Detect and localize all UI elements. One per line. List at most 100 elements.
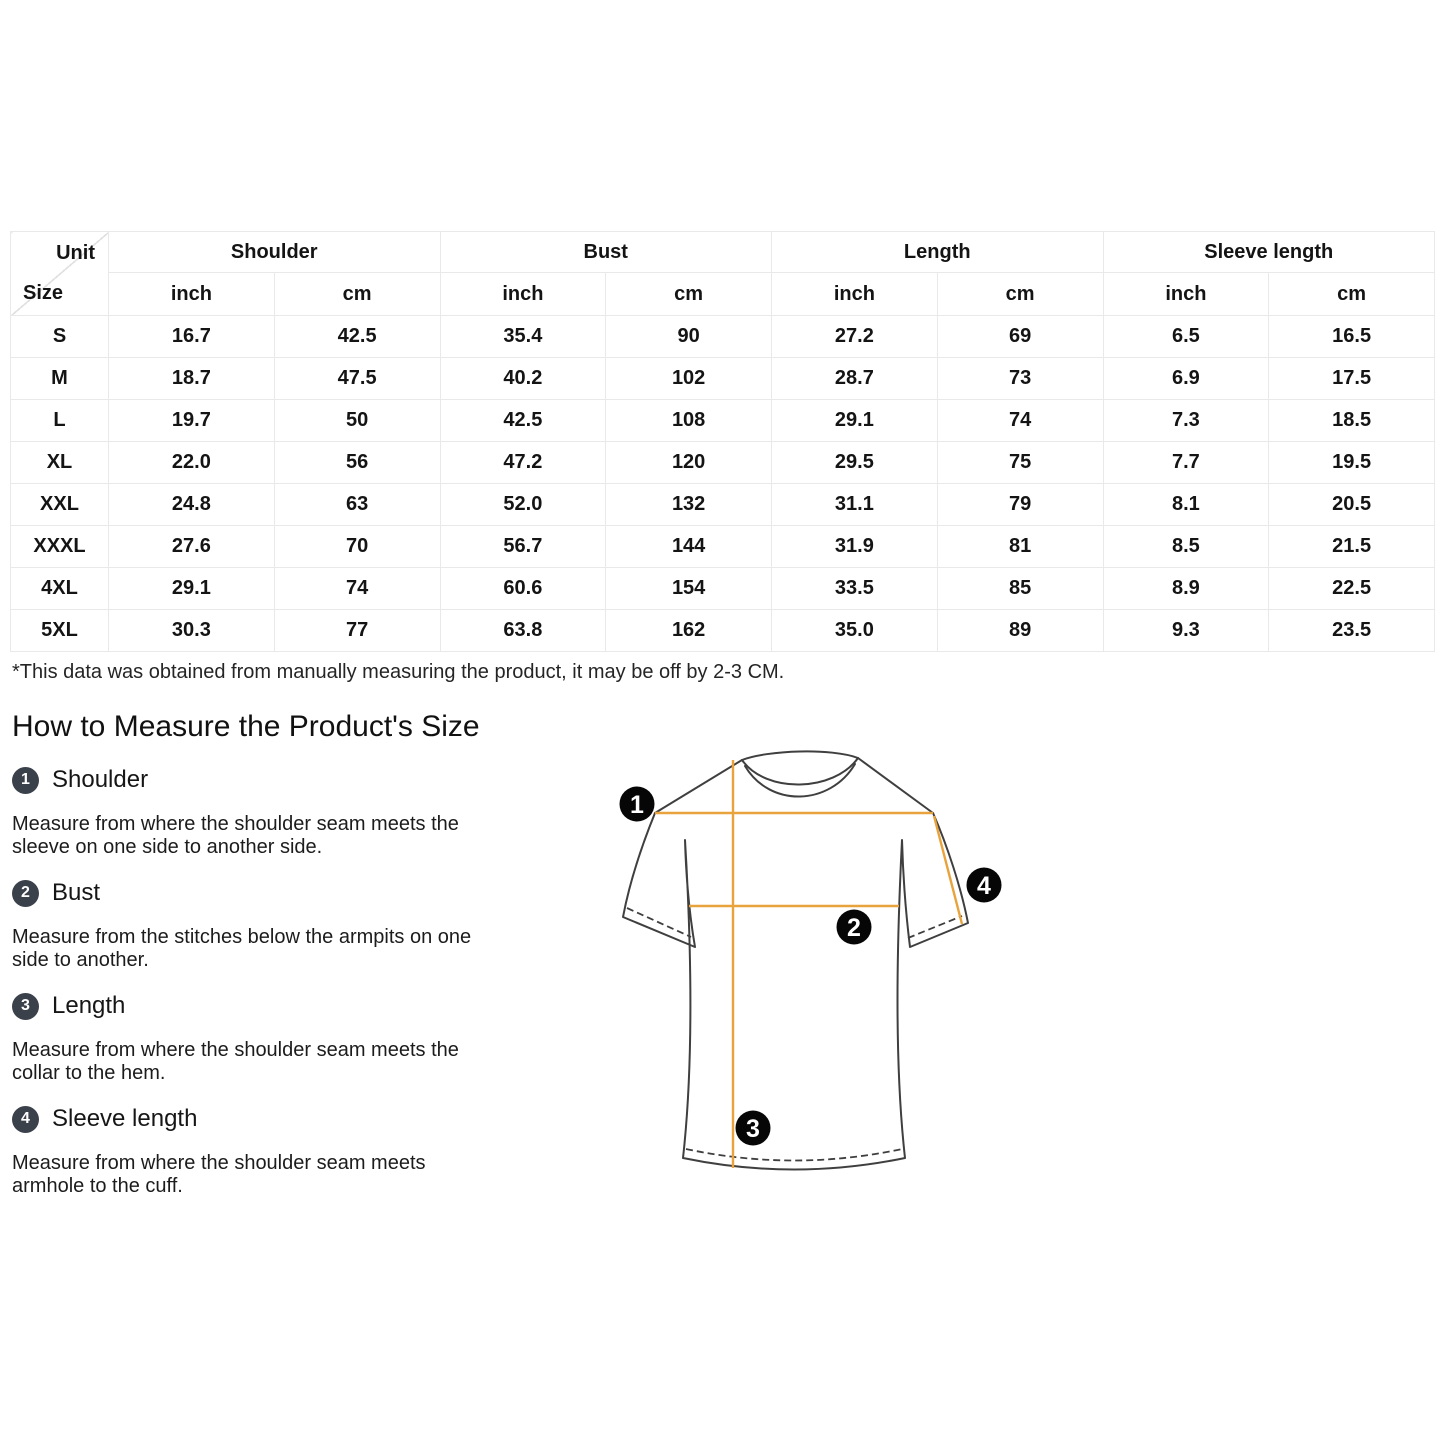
marker-1-number: 1 bbox=[630, 791, 644, 819]
unit-header-inch: inch bbox=[439, 272, 607, 316]
cell: 27.2 bbox=[771, 315, 938, 358]
corner-size-label: Size bbox=[23, 282, 64, 304]
cell: 19.5 bbox=[1268, 441, 1435, 484]
size-label: XL bbox=[10, 441, 109, 484]
marker-4-number: 4 bbox=[977, 872, 991, 900]
cell: 56 bbox=[273, 441, 441, 484]
cell: 154 bbox=[605, 567, 772, 610]
step-length: 3 Length Measure from where the shoulder… bbox=[12, 992, 494, 1085]
sleeve-measure-line bbox=[932, 815, 964, 925]
step-3-badge-icon: 3 bbox=[12, 992, 39, 1020]
cell: 20.5 bbox=[1268, 483, 1435, 526]
cell: 28.7 bbox=[771, 357, 938, 400]
size-row-5xl: 5XL 30.3 77 63.8 162 35.0 89 9.3 23.5 bbox=[10, 609, 1435, 652]
cell: 6.9 bbox=[1102, 357, 1270, 400]
step-sleeve-length: 4 Sleeve length Measure from where the s… bbox=[12, 1105, 494, 1198]
size-label: XXXL bbox=[10, 525, 109, 568]
column-group-sleeve-length: Sleeve length bbox=[1102, 231, 1435, 273]
size-label: 4XL bbox=[10, 567, 109, 610]
cell: 29.1 bbox=[771, 399, 938, 442]
cell: 31.1 bbox=[771, 483, 938, 526]
step-title: Sleeve length bbox=[52, 1105, 198, 1132]
step-title: Length bbox=[52, 992, 126, 1019]
cell: 33.5 bbox=[771, 567, 938, 610]
measurement-disclaimer: *This data was obtained from manually me… bbox=[12, 661, 785, 683]
cell: 8.1 bbox=[1102, 483, 1270, 526]
cell: 6.5 bbox=[1102, 315, 1270, 358]
size-label: M bbox=[10, 357, 109, 400]
measure-lines bbox=[655, 760, 964, 1168]
cell: 162 bbox=[605, 609, 772, 652]
tshirt-measure-diagram: 1 2 3 4 bbox=[619, 750, 1002, 1171]
size-chart-table: Unit Size Shoulder Bust Length Sleeve le… bbox=[10, 231, 1435, 652]
marker-2-number: 2 bbox=[847, 914, 861, 942]
size-row-xl: XL 22.0 56 47.2 120 29.5 75 7.7 19.5 bbox=[10, 441, 1435, 484]
cell: 52.0 bbox=[439, 483, 607, 526]
cell: 18.5 bbox=[1268, 399, 1435, 442]
cell: 19.7 bbox=[108, 399, 275, 442]
cell: 69 bbox=[936, 315, 1104, 358]
cell: 40.2 bbox=[439, 357, 607, 400]
cell: 132 bbox=[605, 483, 772, 526]
cell: 27.6 bbox=[108, 525, 275, 568]
cell: 18.7 bbox=[108, 357, 275, 400]
cell: 8.5 bbox=[1102, 525, 1270, 568]
unit-header-cm: cm bbox=[605, 272, 772, 316]
cell: 22.0 bbox=[108, 441, 275, 484]
cell: 60.6 bbox=[439, 567, 607, 610]
cell: 47.5 bbox=[273, 357, 441, 400]
cell: 108 bbox=[605, 399, 772, 442]
cell: 16.7 bbox=[108, 315, 275, 358]
cell: 42.5 bbox=[273, 315, 441, 358]
cell: 24.8 bbox=[108, 483, 275, 526]
cell: 144 bbox=[605, 525, 772, 568]
measure-steps: 1 Shoulder Measure from where the should… bbox=[12, 766, 494, 1218]
cell: 29.5 bbox=[771, 441, 938, 484]
step-title: Bust bbox=[52, 879, 101, 906]
stitch-lines bbox=[626, 907, 963, 1162]
column-group-bust: Bust bbox=[439, 231, 772, 273]
cell: 50 bbox=[273, 399, 441, 442]
cell: 23.5 bbox=[1268, 609, 1435, 652]
cell: 35.0 bbox=[771, 609, 938, 652]
column-group-shoulder: Shoulder bbox=[108, 231, 441, 273]
corner-cell: Unit Size bbox=[10, 231, 109, 316]
cell: 56.7 bbox=[439, 525, 607, 568]
cell: 8.9 bbox=[1102, 567, 1270, 610]
cell: 89 bbox=[936, 609, 1104, 652]
marker-4-icon bbox=[966, 867, 1002, 903]
guide-heading: How to Measure the Product's Size bbox=[12, 710, 480, 743]
cell: 22.5 bbox=[1268, 567, 1435, 610]
step-1-badge-icon: 1 bbox=[12, 766, 39, 794]
cell: 75 bbox=[936, 441, 1104, 484]
unit-header-inch: inch bbox=[108, 272, 275, 316]
step-shoulder: 1 Shoulder Measure from where the should… bbox=[12, 766, 494, 859]
size-label: 5XL bbox=[10, 609, 109, 652]
column-group-length: Length bbox=[771, 231, 1104, 273]
cell: 81 bbox=[936, 525, 1104, 568]
step-description: Measure from the stitches below the armp… bbox=[12, 926, 472, 971]
unit-header-cm: cm bbox=[273, 272, 441, 316]
size-row-4xl: 4XL 29.1 74 60.6 154 33.5 85 8.9 22.5 bbox=[10, 567, 1435, 610]
cell: 9.3 bbox=[1102, 609, 1270, 652]
tshirt-outline bbox=[622, 750, 969, 1171]
cell: 16.5 bbox=[1268, 315, 1435, 358]
marker-1-icon bbox=[619, 786, 655, 822]
cell: 77 bbox=[273, 609, 441, 652]
cell: 30.3 bbox=[108, 609, 275, 652]
cell: 7.7 bbox=[1102, 441, 1270, 484]
cell: 90 bbox=[605, 315, 772, 358]
cell: 7.3 bbox=[1102, 399, 1270, 442]
size-label: S bbox=[10, 315, 109, 358]
cell: 63.8 bbox=[439, 609, 607, 652]
size-row-l: L 19.7 50 42.5 108 29.1 74 7.3 18.5 bbox=[10, 399, 1435, 442]
size-row-s: S 16.7 42.5 35.4 90 27.2 69 6.5 16.5 bbox=[10, 315, 1435, 358]
cell: 21.5 bbox=[1268, 525, 1435, 568]
size-label: XXL bbox=[10, 483, 109, 526]
size-row-xxl: XXL 24.8 63 52.0 132 31.1 79 8.1 20.5 bbox=[10, 483, 1435, 526]
corner-unit-label: Unit bbox=[56, 242, 95, 264]
cell: 74 bbox=[936, 399, 1104, 442]
unit-header-inch: inch bbox=[1102, 272, 1270, 316]
size-row-xxxl: XXXL 27.6 70 56.7 144 31.9 81 8.5 21.5 bbox=[10, 525, 1435, 568]
